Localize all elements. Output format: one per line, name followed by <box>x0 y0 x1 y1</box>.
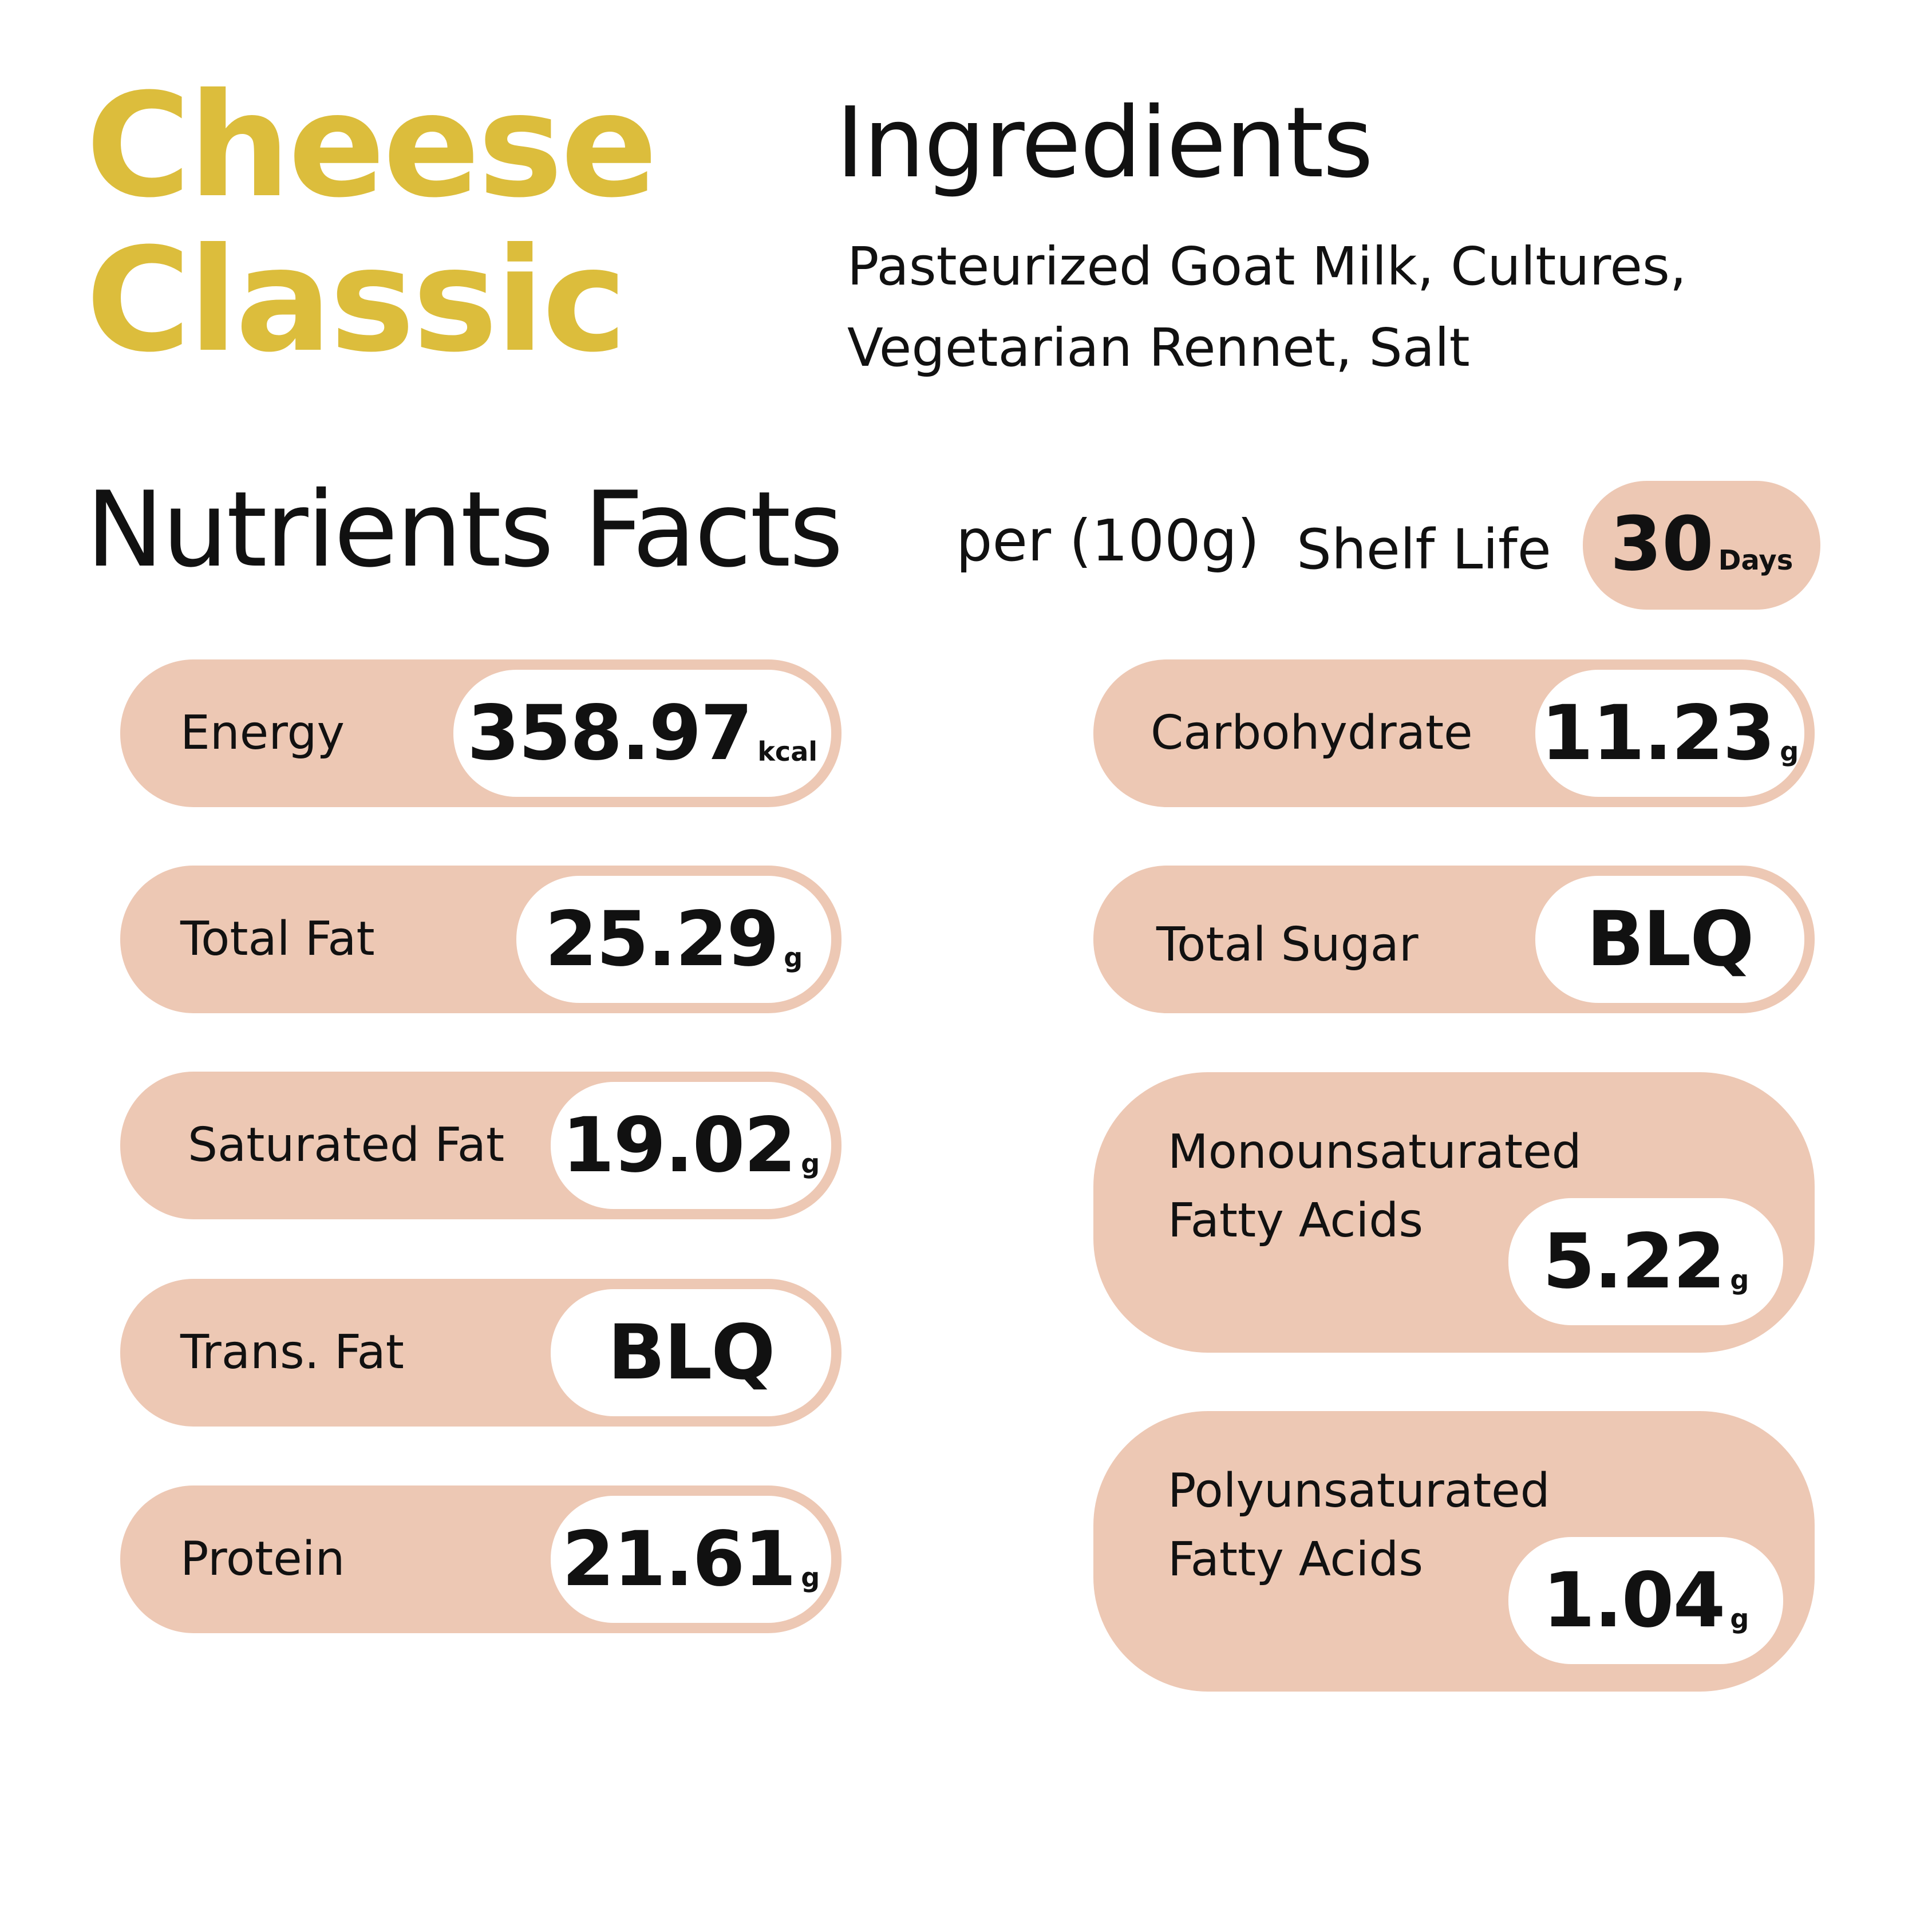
nutrient-row-monounsaturated: Monounsaturated Fatty Acids 5.22 g <box>1093 1072 1815 1353</box>
nutrient-label-line1: Monounsaturated <box>1168 1125 1582 1179</box>
nutrient-unit: g <box>784 942 803 973</box>
shelf-life-unit: Days <box>1718 544 1793 576</box>
serving-basis: per (100g) <box>956 507 1260 574</box>
nutrient-value: 19.02 <box>562 1101 797 1190</box>
nutrient-row-protein: Protein 21.61 g <box>120 1485 841 1633</box>
ingredients-line1: Pasteurized Goat Milk, Cultures, <box>847 236 1687 297</box>
nutrient-value-box: 21.61 g <box>551 1496 831 1623</box>
product-title-line1: Cheese <box>86 62 658 229</box>
nutrient-unit: g <box>801 1148 820 1179</box>
nutrient-label: Total Fat <box>180 912 375 966</box>
nutrients-heading: Nutrients Facts <box>86 469 843 590</box>
nutrient-row-energy: Energy 358.97 kcal <box>120 659 841 807</box>
nutrient-value: 11.23 <box>1540 689 1776 777</box>
nutrient-row-trans-fat: Trans. Fat BLQ <box>120 1279 841 1427</box>
nutrient-label: Energy <box>180 706 345 760</box>
nutrient-value-box: 25.29 g <box>516 876 831 1003</box>
ingredients-line2: Vegetarian Rennet, Salt <box>847 317 1470 378</box>
nutrient-label: Total Sugar <box>1156 918 1419 972</box>
nutrient-row-polyunsaturated: Polyunsaturated Fatty Acids 1.04 g <box>1093 1411 1815 1692</box>
nutrient-label: Monounsaturated Fatty Acids <box>1168 1118 1582 1255</box>
nutrient-label: Polyunsaturated Fatty Acids <box>1168 1457 1550 1594</box>
nutrient-unit: g <box>801 1562 820 1593</box>
nutrient-value-box: 19.02 g <box>551 1082 831 1209</box>
product-title: Cheese Classic <box>86 62 658 384</box>
nutrient-unit: g <box>1780 736 1799 767</box>
nutrient-label-line2: Fatty Acids <box>1168 1194 1424 1248</box>
nutrient-value: 1.04 <box>1542 1556 1726 1645</box>
nutrient-value: 21.61 <box>562 1515 797 1603</box>
nutrient-label: Protein <box>180 1532 345 1586</box>
nutrient-value-box: 5.22 g <box>1508 1198 1783 1325</box>
ingredients-heading: Ingredients <box>836 86 1373 200</box>
nutrient-row-carbohydrate: Carbohydrate 11.23 g <box>1093 659 1815 807</box>
shelf-life-value: 30 <box>1610 500 1714 587</box>
nutrient-label-line2: Fatty Acids <box>1168 1532 1424 1587</box>
nutrient-row-saturated-fat: Saturated Fat 19.02 g <box>120 1072 841 1219</box>
nutrient-value-box: BLQ <box>1535 876 1804 1003</box>
shelf-life-badge: 30 Days <box>1583 481 1820 610</box>
nutrient-value: BLQ <box>607 1309 776 1397</box>
nutrient-value-box: BLQ <box>551 1289 831 1416</box>
nutrient-label-line1: Polyunsaturated <box>1168 1464 1550 1518</box>
nutrient-value: 25.29 <box>544 895 780 983</box>
nutrient-value: 5.22 <box>1542 1218 1726 1306</box>
nutrient-label: Carbohydrate <box>1151 706 1473 760</box>
nutrient-value: 358.97 <box>467 689 753 777</box>
shelf-life-label: Shelf Life <box>1297 517 1551 582</box>
product-title-line2: Classic <box>86 217 627 384</box>
nutrient-value-box: 358.97 kcal <box>453 670 831 797</box>
nutrient-unit: g <box>1730 1603 1749 1634</box>
nutrient-label: Trans. Fat <box>180 1325 404 1380</box>
nutrient-row-total-sugar: Total Sugar BLQ <box>1093 866 1815 1013</box>
nutrient-unit: kcal <box>757 736 818 767</box>
nutrient-value-box: 1.04 g <box>1508 1537 1783 1664</box>
nutrient-value-box: 11.23 g <box>1535 670 1804 797</box>
nutrient-row-total-fat: Total Fat 25.29 g <box>120 866 841 1013</box>
ingredients-list: Pasteurized Goat Milk, Cultures, Vegetar… <box>847 226 1820 389</box>
nutrient-value: BLQ <box>1586 895 1755 983</box>
nutrient-unit: g <box>1730 1265 1749 1295</box>
nutrient-label: Saturated Fat <box>188 1118 505 1172</box>
